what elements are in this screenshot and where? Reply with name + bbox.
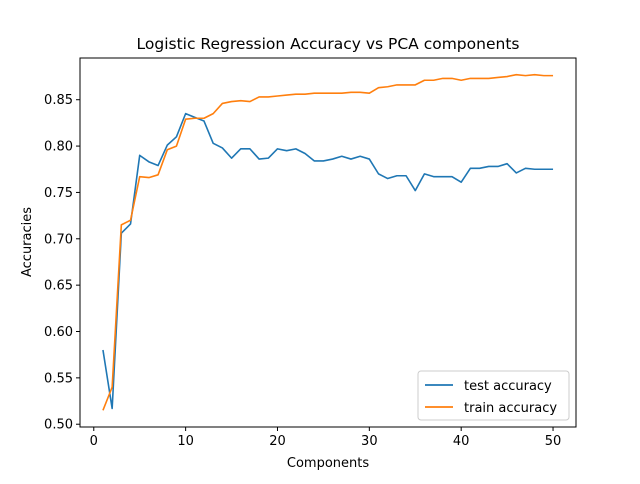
chart-title: Logistic Regression Accuracy vs PCA comp… [137,35,520,53]
legend: test accuracy train accuracy [417,370,570,421]
y-tick-label: 0.75 [44,186,73,201]
series-line-test-accuracy [102,112,554,410]
series-line-train-accuracy [102,73,554,411]
legend-label-test-accuracy: test accuracy [464,379,552,394]
y-tick-label: 0.60 [44,325,73,340]
x-tick-label: 50 [545,434,562,449]
y-tick-label: 0.55 [44,371,73,386]
x-axis-label: Components [287,456,369,471]
axes-frame [79,57,577,428]
x-tick-label: 30 [361,434,378,449]
y-axis-label: Accuracies [20,207,35,277]
y-tick-label: 0.85 [44,93,73,108]
y-tick-label: 0.50 [44,418,73,433]
x-tick-label: 20 [269,434,286,449]
legend-label-train-accuracy: train accuracy [464,401,557,416]
y-tick-label: 0.70 [44,232,73,247]
x-tick-label: 40 [453,434,470,449]
y-tick-label: 0.80 [44,140,73,155]
plot-area [102,73,554,411]
axis-ticks: 0 10 20 30 40 50 0.50 0.55 0.60 0.65 0.70 0.75 0.80 0… [44,93,561,449]
legend-box [417,370,570,421]
x-tick-label: 0 [90,434,98,449]
x-tick-label: 10 [177,434,194,449]
y-tick-label: 0.65 [44,279,73,294]
